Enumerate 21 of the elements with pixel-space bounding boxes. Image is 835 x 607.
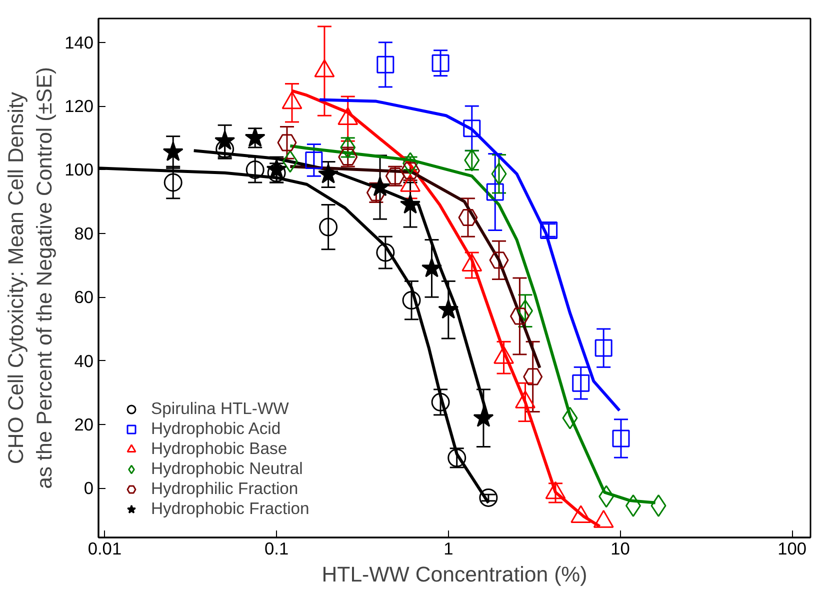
y-tick-label: 60: [74, 287, 94, 308]
y-tick-label: 80: [74, 223, 94, 244]
legend-label: Hydrophobic Base: [151, 439, 288, 459]
y-tick-label: 140: [64, 32, 94, 52]
y-tick-label: 100: [64, 160, 94, 180]
x-tick-label: 1: [444, 538, 454, 558]
y-tick-label: 0: [84, 478, 94, 498]
y-tick-label: 40: [74, 350, 94, 371]
x-tick-label: 10: [610, 538, 630, 558]
legend-label: Hydrophilic Fraction: [151, 479, 298, 499]
x-axis-title: HTL-WW Concentration (%): [322, 562, 588, 586]
x-tick-label: 0.1: [264, 538, 289, 558]
legend-label: Spirulina HTL-WW: [151, 399, 289, 419]
y-tick-label: 120: [64, 96, 94, 116]
y-axis-title: CHO Cell Cytoxicity: Mean Cell Density as the Percent of the Negative Control (±SE): [4, 67, 57, 489]
legend-label: Hydrophobic Neutral: [151, 459, 303, 479]
legend-label: Hydrophobic Fraction: [151, 499, 310, 519]
y-tick-label: 20: [74, 414, 94, 434]
legend-label: Hydrophobic Acid: [151, 419, 281, 439]
x-tick-label: 100: [778, 538, 807, 558]
x-tick-label: 0.01: [88, 538, 122, 558]
